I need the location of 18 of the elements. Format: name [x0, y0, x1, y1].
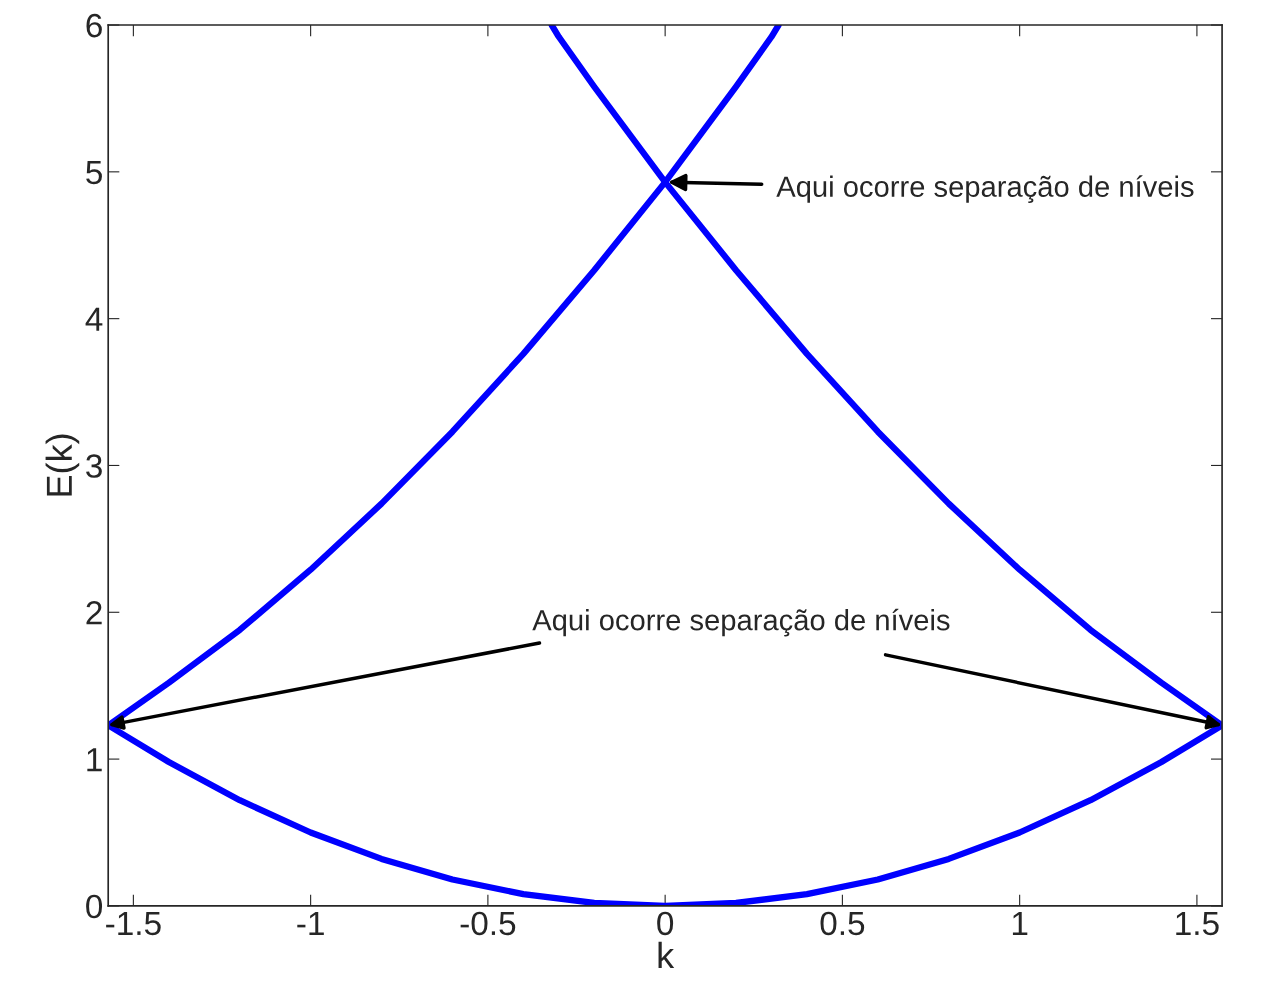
- x-axis-title: k: [658, 941, 675, 969]
- annotation: Aqui ocorre separação de níveis: [776, 175, 1194, 203]
- x-tick-label: -1.5: [106, 911, 161, 936]
- y-tick-label: 4: [85, 307, 103, 331]
- y-tick-label: 2: [86, 601, 102, 625]
- y-tick-label: 5: [86, 160, 102, 185]
- x-tick-label: 1.5: [1176, 911, 1219, 936]
- x-tick-label: -1: [297, 911, 324, 935]
- y-tick-label: 3: [86, 454, 102, 478]
- y-tick-label: 1: [87, 748, 102, 772]
- x-tick-label: 0.5: [820, 911, 865, 936]
- y-tick-label: 0: [86, 894, 103, 919]
- x-tick-label: -0.5: [460, 911, 516, 936]
- x-tick-label: 0: [657, 911, 674, 936]
- y-axis-title: E(k): [45, 434, 80, 496]
- y-tick-label: 6: [86, 13, 102, 38]
- x-tick-label: 1: [1012, 911, 1028, 935]
- annotation: Aqui ocorre separação de níveis: [532, 608, 950, 637]
